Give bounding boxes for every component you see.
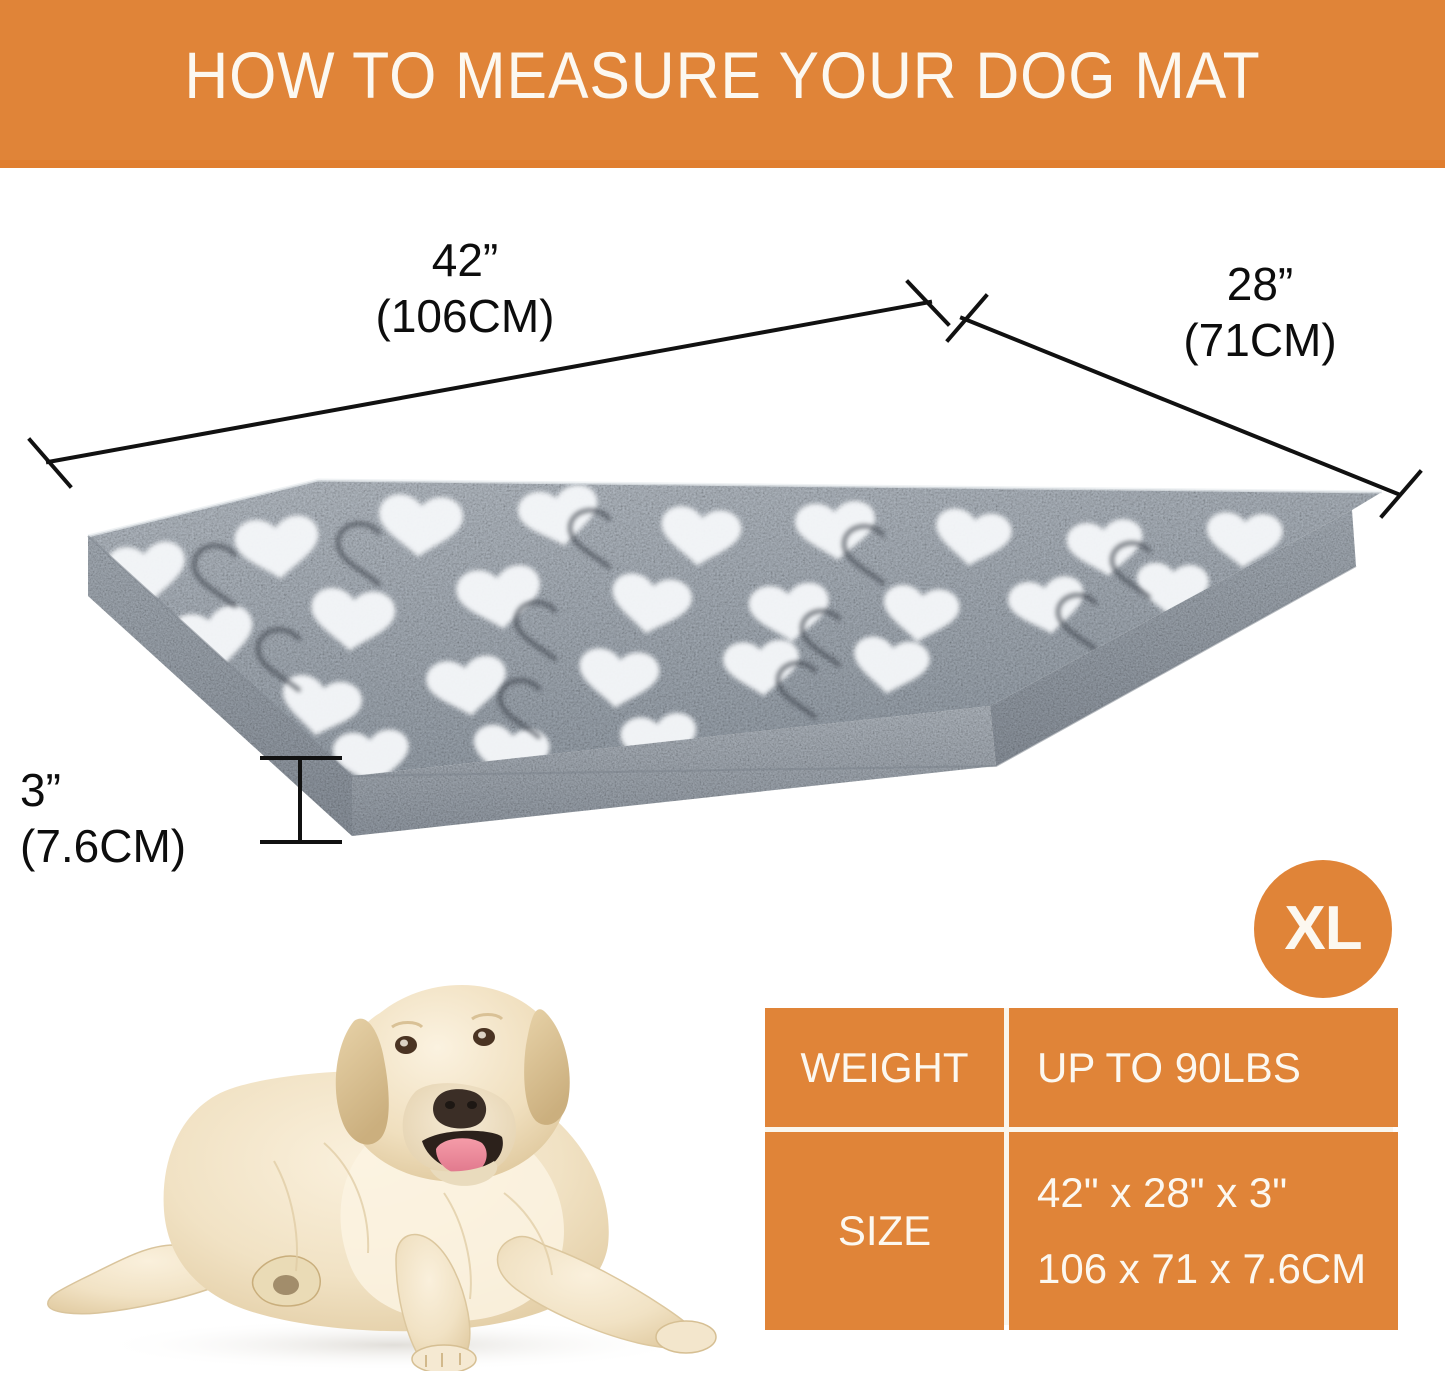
depth-arrow-right <box>1379 469 1423 519</box>
spec-row-size-value: 42" x 28" x 3" 106 x 71 x 7.6CM <box>1009 1132 1398 1330</box>
depth-metric: (71CM) <box>1183 314 1337 366</box>
size-badge-label: XL <box>1284 894 1362 963</box>
depth-arrow-left <box>945 293 989 343</box>
spec-table: WEIGHT UP TO 90LBS SIZE 42" x 28" x 3" 1… <box>765 1008 1398 1330</box>
size-label-text: SIZE <box>837 1207 932 1254</box>
header-banner-underline <box>0 160 1445 168</box>
width-arrow-right <box>905 279 951 327</box>
width-dimension-label: 42” (106CM) <box>300 232 630 344</box>
header-banner: HOW TO MEASURE YOUR DOG MAT <box>0 0 1445 168</box>
width-metric: (106CM) <box>375 290 555 342</box>
depth-dimension-label: 28” (71CM) <box>1110 256 1410 368</box>
weight-value-text: UP TO 90LBS <box>1037 1043 1301 1091</box>
width-imperial: 42” <box>431 234 499 286</box>
spec-row-weight-label: WEIGHT <box>765 1008 1004 1127</box>
dog-photo <box>47 985 717 1371</box>
height-dimension-label: 3” (7.6CM) <box>20 762 290 874</box>
depth-imperial: 28” <box>1226 258 1294 310</box>
size-value-imperial: 42" x 28" x 3" <box>1037 1169 1288 1216</box>
height-imperial: 3” <box>20 764 61 816</box>
size-value-metric: 106 x 71 x 7.6CM <box>1037 1245 1367 1292</box>
weight-label-text: WEIGHT <box>800 1043 969 1091</box>
size-badge: XL <box>1254 860 1392 998</box>
height-metric: (7.6CM) <box>20 820 187 872</box>
width-arrow-left <box>27 437 73 489</box>
spec-row-size-label: SIZE <box>765 1132 1004 1330</box>
page-title: HOW TO MEASURE YOUR DOG MAT <box>184 38 1261 112</box>
spec-row-weight-value: UP TO 90LBS <box>1009 1008 1398 1127</box>
